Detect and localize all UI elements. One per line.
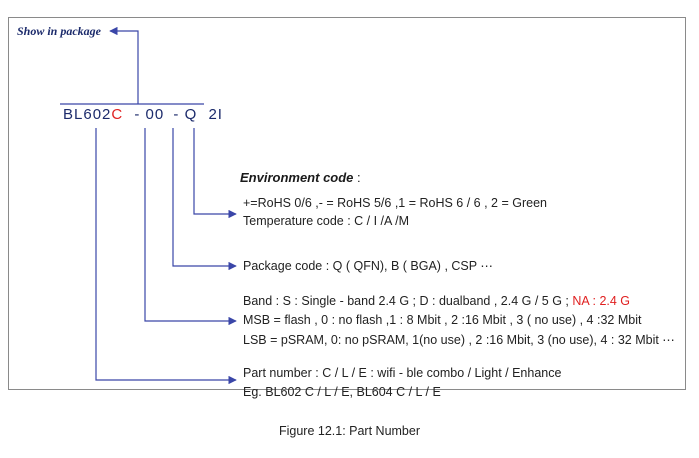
environment-line-2: Temperature code : C / I /A /M	[243, 214, 410, 228]
environment-title: Environment code :	[240, 170, 361, 185]
memory-line-2: MSB = flash , 0 : no flash ,1 : 8 Mbit ,…	[243, 313, 642, 327]
diagram-frame	[8, 17, 686, 390]
partnum-line-1: Part number : C / L / E : wifi - ble com…	[243, 366, 562, 380]
part-code-seg3: - Q	[173, 106, 198, 123]
part-code-seg4: 2I	[208, 106, 223, 123]
memory-line-1-red: NA : 2.4 G	[572, 294, 631, 308]
figure-caption: Figure 12.1: Part Number	[278, 424, 421, 438]
package-line-1: Package code : Q ( QFN), B ( BGA) , CSP …	[243, 259, 493, 273]
memory-code-arrow	[144, 128, 237, 326]
partnum-line-2: Eg. BL602 C / L / E, BL604 C / L / E	[243, 385, 441, 399]
part-code-variant: C	[111, 106, 124, 123]
memory-line-1: Band : S : Single - band 2.4 G ; D : dua…	[243, 294, 630, 309]
memory-line-1-text: Band : S : Single - band 2.4 G ; D : dua…	[243, 294, 573, 308]
environment-title-text: Environment code	[240, 170, 354, 185]
environment-code-arrow	[193, 128, 237, 219]
part-code: BL602C - 00 - Q 2I	[63, 107, 223, 122]
show-in-package-label: Show in package	[17, 24, 102, 38]
memory-line-3: LSB = pSRAM, 0: no pSRAM, 1(no use) , 2 …	[243, 333, 675, 347]
show-in-package-arrow	[109, 26, 139, 104]
part-code-seg2: - 00	[134, 106, 165, 123]
package-code-arrow	[172, 128, 237, 271]
part-code-prefix: BL602	[63, 106, 112, 123]
part-number-arrow	[95, 128, 237, 385]
environment-line-1: +=RoHS 0/6 ,- = RoHS 5/6 ,1 = RoHS 6 / 6…	[243, 196, 547, 210]
environment-title-colon: :	[357, 170, 361, 185]
